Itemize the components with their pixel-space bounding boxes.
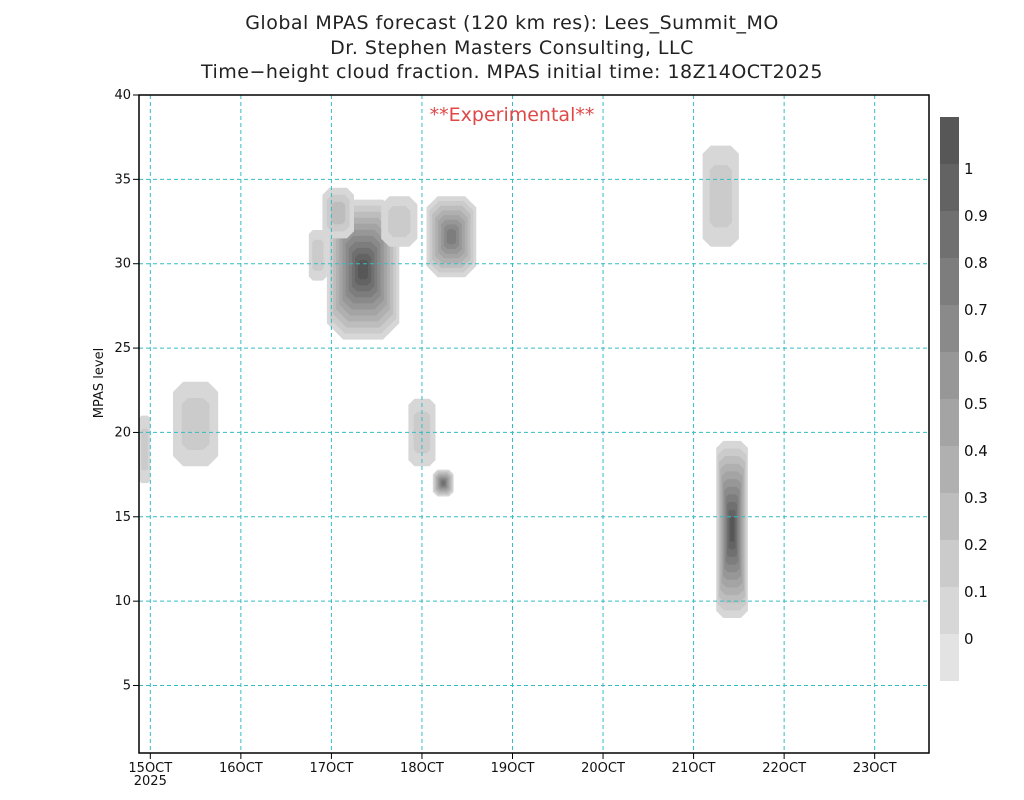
experimental-annotation: **Experimental** bbox=[430, 104, 595, 126]
x-year-label: 2025 bbox=[134, 774, 167, 789]
x-tick-label-18OCT: 18OCT bbox=[400, 761, 444, 776]
y-tick-label-5: 5 bbox=[123, 679, 131, 694]
plot-frame bbox=[138, 94, 930, 754]
y-tick-label-15: 15 bbox=[114, 510, 131, 525]
colorbar-bin-2 bbox=[940, 540, 959, 587]
colorbar-label-1: 1 bbox=[964, 160, 974, 178]
chart-title-line-1: Global MPAS forecast (120 km res): Lees_… bbox=[245, 12, 779, 34]
y-tick-label-30: 30 bbox=[114, 257, 131, 272]
colorbar-label-0.3: 0.3 bbox=[964, 489, 988, 507]
chart-title-line-3: Time−height cloud fraction. MPAS initial… bbox=[200, 61, 824, 83]
cloud-21oct-upper bbox=[702, 145, 739, 247]
y-tick-label-40: 40 bbox=[114, 88, 131, 103]
colorbar-bin-10 bbox=[940, 164, 959, 211]
colorbar-bin-7 bbox=[940, 305, 959, 352]
grid-lines bbox=[139, 95, 929, 753]
cloud-21oct-upper-level-1 bbox=[709, 165, 732, 228]
colorbar-label-0: 0 bbox=[964, 630, 974, 648]
cloud-15oct-right bbox=[173, 381, 219, 467]
x-tick-label-15OCT: 15OCT bbox=[128, 761, 172, 776]
cloud-21oct-lower-level-10 bbox=[729, 517, 735, 542]
y-tick-label-25: 25 bbox=[114, 341, 131, 356]
colorbar-bin-3 bbox=[940, 493, 959, 540]
cloud-15oct-right-level-1 bbox=[181, 398, 210, 450]
y-tick-label-20: 20 bbox=[114, 425, 131, 440]
cloud-15oct-left-level-1 bbox=[141, 428, 149, 471]
cloud-18oct-upper bbox=[426, 196, 477, 278]
colorbar: 0 0.1 0.2 0.3 0.4 0.5 0.6 0.7 0.8 0.9 1 bbox=[940, 117, 988, 681]
colorbar-bin-4 bbox=[940, 446, 959, 493]
colorbar-bin-1 bbox=[940, 587, 959, 634]
colorbar-label-0.4: 0.4 bbox=[964, 442, 988, 460]
y-axis-label: MPAS level bbox=[92, 348, 107, 418]
x-tick-label-16OCT: 16OCT bbox=[219, 761, 263, 776]
colorbar-bin-6 bbox=[940, 352, 959, 399]
cloud-15oct-left bbox=[139, 415, 151, 484]
x-tick-label-22OCT: 22OCT bbox=[762, 761, 806, 776]
cloud-18oct-lower-level-8 bbox=[441, 480, 445, 486]
y-tick-label-35: 35 bbox=[114, 172, 131, 187]
cloud-18oct-lower bbox=[432, 469, 454, 497]
colorbar-bin-5 bbox=[940, 399, 959, 446]
colorbar-label-0.2: 0.2 bbox=[964, 536, 988, 554]
x-tick-label-17OCT: 17OCT bbox=[310, 761, 354, 776]
cloud-18oct-upper-level-7 bbox=[446, 229, 456, 245]
colorbar-label-0.6: 0.6 bbox=[964, 348, 988, 366]
cloud-21oct-lower bbox=[716, 440, 748, 618]
colorbar-label-0.1: 0.1 bbox=[964, 583, 988, 601]
colorbar-label-0.7: 0.7 bbox=[964, 301, 988, 319]
x-axis: 15OCT 16OCT 17OCT 18OCT 19OCT 20OCT 21OCT 22OCT… bbox=[128, 753, 897, 789]
colorbar-bin-8 bbox=[940, 258, 959, 305]
cloud-17oct-top-level-2 bbox=[331, 201, 346, 225]
colorbar-bin-11 bbox=[940, 117, 959, 164]
cloud-17oct-left bbox=[308, 230, 327, 281]
x-tick-label-23OCT: 23OCT bbox=[853, 761, 897, 776]
cloud-contours bbox=[139, 145, 748, 618]
cloud-17oct-right bbox=[381, 196, 418, 247]
colorbar-label-0.5: 0.5 bbox=[964, 395, 988, 413]
colorbar-bin-0 bbox=[940, 634, 959, 681]
x-tick-label-21OCT: 21OCT bbox=[672, 761, 716, 776]
y-tick-label-10: 10 bbox=[114, 594, 131, 609]
cloud-17oct-top bbox=[322, 187, 354, 239]
cloud-17oct-upper-level-10 bbox=[358, 260, 369, 280]
colorbar-label-0.8: 0.8 bbox=[964, 254, 988, 272]
chart-title-line-2: Dr. Stephen Masters Consulting, LLC bbox=[330, 37, 694, 59]
cloud-17oct-right-level-1 bbox=[388, 206, 411, 238]
y-axis: 5 10 15 20 25 30 35 40 bbox=[114, 88, 139, 694]
x-tick-label-19OCT: 19OCT bbox=[491, 761, 535, 776]
cloud-17oct-left-level-1 bbox=[312, 239, 324, 271]
colorbar-bin-9 bbox=[940, 211, 959, 258]
x-tick-label-20OCT: 20OCT bbox=[581, 761, 625, 776]
colorbar-label-0.9: 0.9 bbox=[964, 207, 988, 225]
